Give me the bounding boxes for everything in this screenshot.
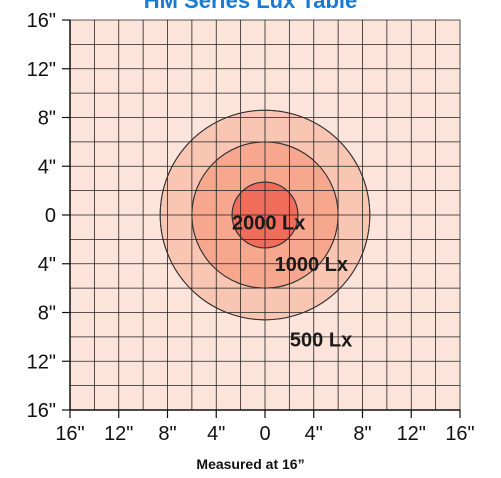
y-tick-label: 16" (27, 10, 56, 32)
x-tick-label: 0 (259, 423, 270, 445)
chart-title: HM Series Lux Table (143, 0, 358, 13)
x-tick-label: 8" (353, 423, 371, 445)
x-tick-label: 12" (104, 423, 133, 445)
x-tick-label: 8" (158, 423, 176, 445)
y-tick-label: 12" (27, 351, 56, 373)
y-tick-label: 12" (27, 59, 56, 81)
x-tick-label: 16" (445, 423, 474, 445)
chart-caption: Measured at 16” (196, 456, 305, 472)
y-tick-label: 4" (38, 156, 56, 178)
zone-label-1000-lx: 1000 Lx (275, 254, 348, 276)
zone-outline (231, 181, 299, 249)
y-tick-label: 4" (38, 254, 56, 276)
x-tick-label: 4" (305, 423, 323, 445)
zone-label-2000-lx: 2000 Lx (232, 213, 305, 235)
y-tick-label: 16" (27, 400, 56, 422)
zone-label-500-lx: 500 Lx (290, 330, 352, 352)
x-tick-label: 16" (55, 423, 84, 445)
x-tick-label: 4" (207, 423, 225, 445)
zone-outline (191, 141, 339, 289)
y-tick-label: 0 (45, 205, 56, 227)
y-tick-label: 8" (38, 108, 56, 130)
x-tick-label: 12" (397, 423, 426, 445)
y-tick-label: 8" (38, 303, 56, 325)
zone-outline (159, 109, 371, 321)
